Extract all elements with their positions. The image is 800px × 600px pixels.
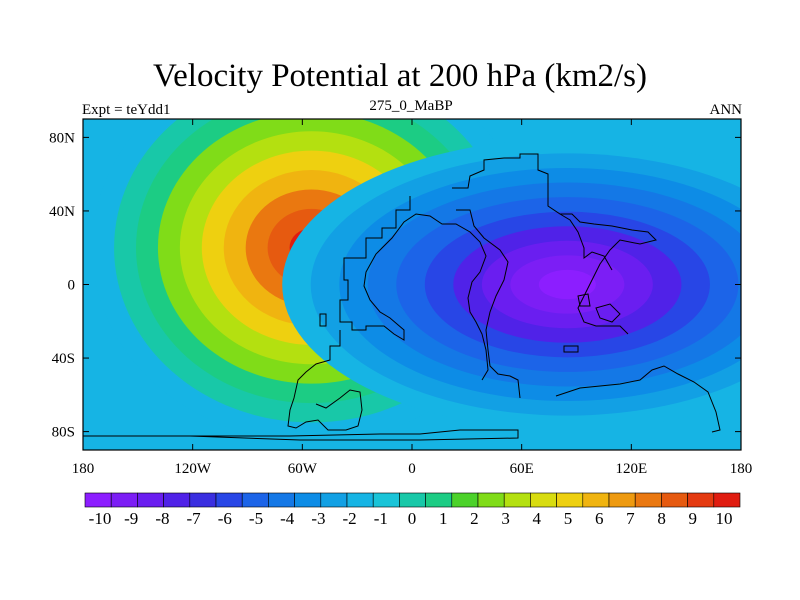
colorbar-label: 2: [470, 509, 479, 528]
colorbar-swatch: [477, 492, 505, 508]
period-label: 275_0_MaBP: [369, 98, 453, 114]
coastline-antarctica: [83, 429, 519, 441]
colorbar-swatch: [137, 492, 164, 508]
contour-field: [83, 119, 741, 450]
colorbar-swatch: [425, 492, 453, 508]
colorbar-swatch: [320, 492, 348, 508]
colorbar-swatch: [110, 492, 138, 508]
x-tick-label: 180: [730, 461, 753, 477]
x-tick-label: 0: [408, 461, 416, 477]
colorbar-swatch: [84, 492, 112, 508]
colorbar-label: 0: [408, 509, 417, 528]
colorbar-label: 4: [533, 509, 542, 528]
colorbar-swatch: [294, 492, 322, 508]
x-tick-label: 180: [72, 461, 95, 477]
colorbar-label: 3: [501, 509, 510, 528]
colorbar-swatch: [399, 492, 426, 508]
colorbar-label: -7: [187, 509, 202, 528]
colorbar-label: 6: [595, 509, 604, 528]
experiment-label: Expt = teYdd1: [82, 102, 171, 118]
colorbar-swatch: [556, 492, 584, 508]
chart-title: Velocity Potential at 200 hPa (km2/s): [152, 58, 648, 94]
colorbar-swatch: [634, 492, 662, 508]
colorbar-swatch: [661, 492, 688, 508]
y-tick-label: 80N: [49, 130, 75, 146]
colorbar-swatch: [503, 492, 531, 508]
colorbar-label: -5: [249, 509, 263, 528]
colorbar-swatch: [163, 492, 191, 508]
x-tick-label: 120E: [615, 461, 647, 477]
colorbar-label: -1: [374, 509, 388, 528]
season-label: ANN: [709, 102, 743, 118]
colorbar-swatch: [215, 492, 243, 508]
colorbar-swatch: [451, 492, 479, 508]
colorbar-label: -8: [155, 509, 169, 528]
colorbar: -10 -9 -8 -7 -6 -5 -4 -3 -2 -1 0 1 2 3 4 5 6 7 8 9 10: [84, 492, 741, 528]
colorbar-label: -10: [89, 509, 112, 528]
coastline-europe-asia: [452, 153, 657, 335]
x-tick-label: 60W: [288, 461, 318, 477]
colorbar-label: 10: [716, 509, 733, 528]
colorbar-label: -2: [343, 509, 357, 528]
colorbar-label: -3: [311, 509, 325, 528]
colorbar-swatch: [582, 492, 610, 508]
colorbar-label: -9: [124, 509, 138, 528]
colorbar-label: 7: [626, 509, 635, 528]
colorbar-swatch: [530, 492, 557, 508]
contour-level: [538, 269, 596, 300]
axis-ticks: 180 120W 60W 0 60E 120E 180 80N 40N 0 40S 80S: [49, 119, 752, 477]
colorbar-label: 8: [657, 509, 666, 528]
x-tick-label: 120W: [174, 461, 212, 477]
colorbar-swatch: [372, 492, 400, 508]
colorbar-label: -6: [218, 509, 232, 528]
y-tick-label: 40N: [49, 204, 75, 220]
coastline-india-sea: [559, 213, 613, 271]
coastline-outlines: [83, 153, 721, 441]
coastline-africa: [456, 209, 521, 399]
y-tick-label: 0: [68, 278, 76, 294]
y-tick-label: 40S: [52, 351, 75, 367]
colorbar-label: 9: [689, 509, 698, 528]
colorbar-swatch: [241, 492, 269, 508]
coastline-americas: [339, 196, 489, 381]
colorbar-swatch: [713, 492, 741, 508]
colorbar-swatch: [189, 492, 217, 508]
coastline-australia: [555, 365, 721, 433]
colorbar-swatch: [268, 492, 295, 508]
coastline-south-america: [287, 330, 363, 431]
colorbar-label: 1: [439, 509, 448, 528]
y-tick-label: 80S: [52, 425, 75, 441]
x-tick-label: 60E: [510, 461, 534, 477]
colorbar-swatch: [687, 492, 715, 508]
colorbar-swatch: [346, 492, 374, 508]
colorbar-swatch: [608, 492, 636, 508]
colorbar-label: -4: [280, 509, 295, 528]
coastline-indonesia: [319, 293, 621, 353]
colorbar-label: 5: [564, 509, 573, 528]
